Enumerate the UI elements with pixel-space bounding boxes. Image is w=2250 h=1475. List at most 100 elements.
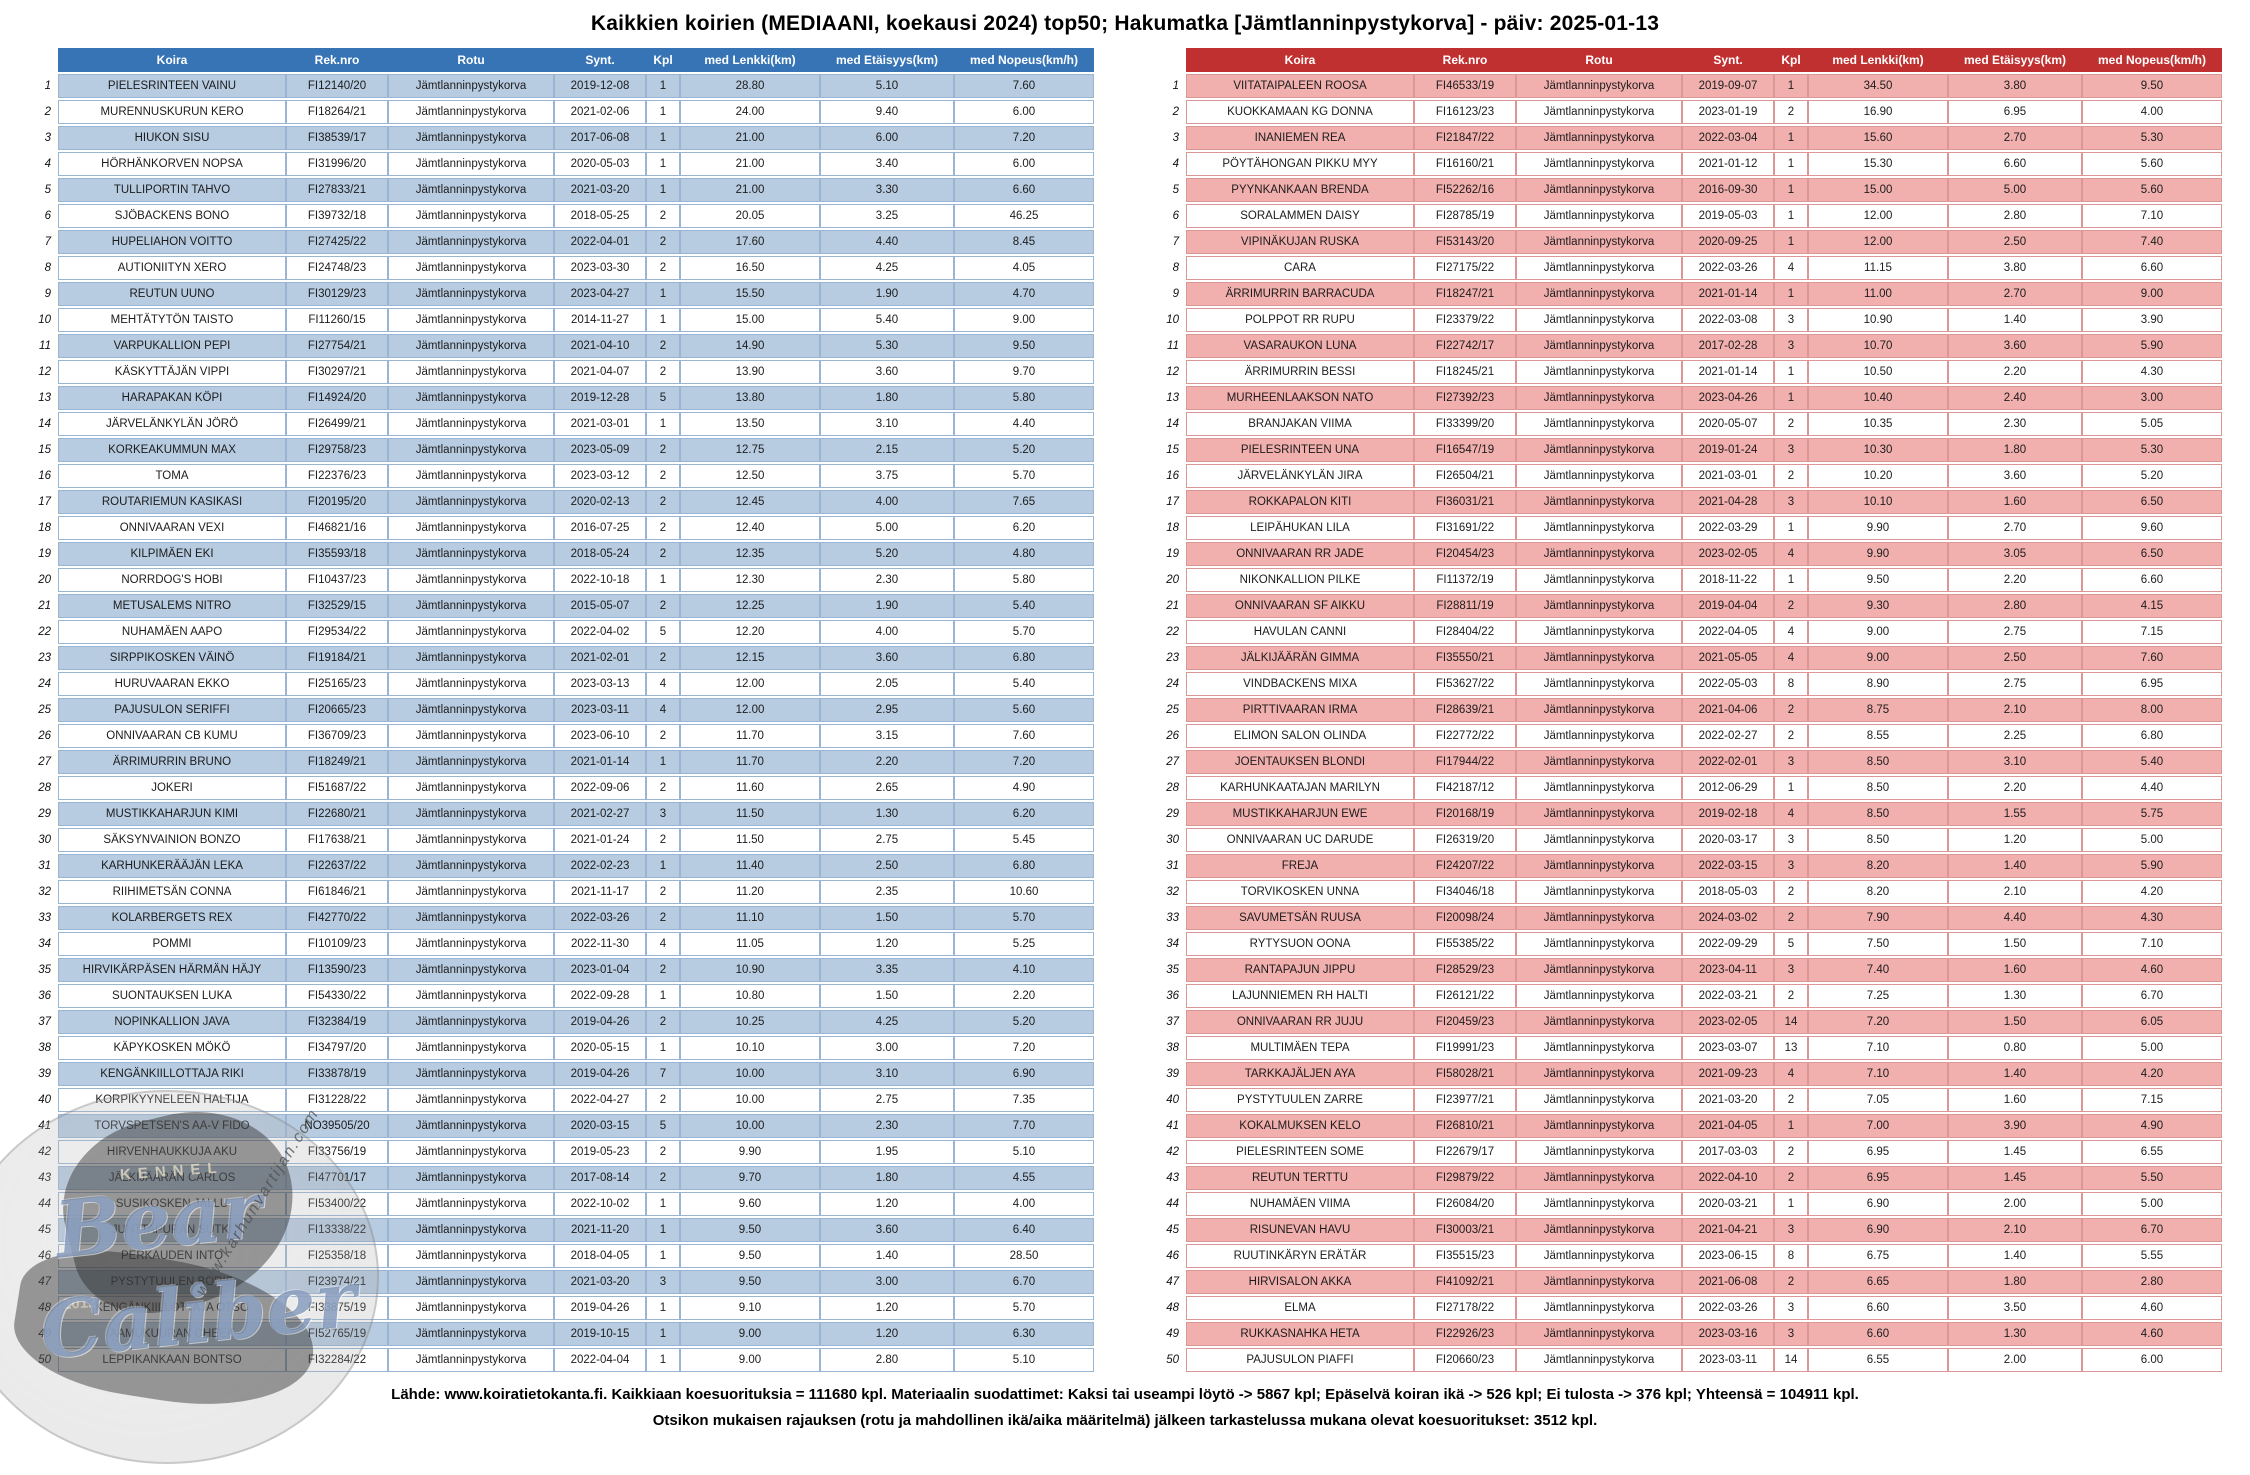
col-header-dog-name: Koira: [58, 48, 286, 72]
med-etaisyys-value: 1.20: [820, 1322, 954, 1346]
table-row: 19 KILPIMÄEN EKI FI35593/18 Jämtlanninpysty…: [28, 542, 1094, 566]
count: 2: [646, 724, 680, 748]
table-row: 10 POLPPOT RR RUPU FI23379/22 Jämtlanninpys…: [1156, 308, 2222, 332]
rank-cell: 28: [38, 782, 51, 794]
med-nopeus-value: 4.40: [954, 412, 1094, 436]
med-etaisyys-value: 3.30: [820, 178, 954, 202]
med-etaisyys-value: 1.60: [1948, 490, 2082, 514]
count: 1: [1774, 230, 1808, 254]
birth-date: 2021-01-12: [1682, 152, 1774, 176]
rank-cell: 49: [38, 1328, 51, 1340]
med-etaisyys-value: 1.30: [1948, 1322, 2082, 1346]
reg-number: FI16160/21: [1414, 152, 1516, 176]
med-etaisyys-value: 3.10: [820, 412, 954, 436]
med-lenkki-value: 21.00: [680, 126, 820, 150]
med-nopeus-value: 5.50: [2082, 1166, 2222, 1190]
reg-number: FI35515/23: [1414, 1244, 1516, 1268]
table-row: 37 NOPINKALLION JAVA FI32384/19 Jämtlanninp…: [28, 1010, 1094, 1034]
dog-name: PYSTYTUULEN BORIS: [58, 1270, 286, 1294]
med-etaisyys-value: 3.60: [1948, 334, 2082, 358]
table-row: 26 ONNIVAARAN CB KUMU FI36709/23 Jämtlannin…: [28, 724, 1094, 748]
count: 1: [1774, 1114, 1808, 1138]
dog-name: SÄKSYNVAINION BONZO: [58, 828, 286, 852]
dog-name: HUPELIAHON VOITTO: [58, 230, 286, 254]
dog-name: SUSIKOSKEN JALLU: [58, 1192, 286, 1216]
rank-cell: 36: [38, 990, 51, 1002]
med-nopeus-value: 2.80: [2082, 1270, 2222, 1294]
reg-number: FI55385/22: [1414, 932, 1516, 956]
dog-name: KARHUNKAATAJAN MARILYN: [1186, 776, 1414, 800]
med-etaisyys-value: 1.95: [820, 1140, 954, 1164]
med-etaisyys-value: 4.00: [820, 490, 954, 514]
med-lenkki-value: 12.40: [680, 516, 820, 540]
birth-date: 2019-09-07: [1682, 74, 1774, 98]
rank-cell: 50: [38, 1354, 51, 1366]
med-etaisyys-value: 3.80: [1948, 74, 2082, 98]
med-nopeus-value: 6.55: [2082, 1140, 2222, 1164]
med-nopeus-value: 5.00: [2082, 1036, 2222, 1060]
med-nopeus-value: 7.15: [2082, 620, 2222, 644]
breed: Jämtlanninpystykorva: [388, 1062, 554, 1086]
table-row: 15 KORKEAKUMMUN MAX FI29758/23 Jämtlanninpy…: [28, 438, 1094, 462]
reg-number: FI28811/19: [1414, 594, 1516, 618]
breed: Jämtlanninpystykorva: [388, 1166, 554, 1190]
dog-name: KORPIKYYNELEEN HALTIJA: [58, 1088, 286, 1112]
med-nopeus-value: 6.90: [954, 1062, 1094, 1086]
med-nopeus-value: 6.00: [954, 152, 1094, 176]
med-lenkki-value: 9.50: [680, 1218, 820, 1242]
med-etaisyys-value: 2.25: [1948, 724, 2082, 748]
reg-number: FI53400/22: [286, 1192, 388, 1216]
reg-number: FI22742/17: [1414, 334, 1516, 358]
birth-date: 2022-03-26: [1682, 1296, 1774, 1320]
reg-number: FI20168/19: [1414, 802, 1516, 826]
table-row: 2 MURENNUSKURUN KERO FI18264/21 Jämtlanninp…: [28, 100, 1094, 124]
rank-cell: 25: [38, 704, 51, 716]
breed: Jämtlanninpystykorva: [1516, 230, 1682, 254]
med-nopeus-value: 5.00: [2082, 1192, 2222, 1216]
birth-date: 2022-04-10: [1682, 1166, 1774, 1190]
rank-cell: 26: [38, 730, 51, 742]
breed: Jämtlanninpystykorva: [1516, 802, 1682, 826]
rank-cell: 42: [38, 1146, 51, 1158]
count: 2: [646, 646, 680, 670]
breed: Jämtlanninpystykorva: [1516, 724, 1682, 748]
med-etaisyys-value: 1.30: [820, 802, 954, 826]
med-lenkki-value: 8.50: [1808, 802, 1948, 826]
reg-number: FI26504/21: [1414, 464, 1516, 488]
birth-date: 2021-01-14: [554, 750, 646, 774]
dog-name: PAJUSULON PIAFFI: [1186, 1348, 1414, 1372]
med-nopeus-value: 7.60: [954, 724, 1094, 748]
med-nopeus-value: 5.70: [954, 620, 1094, 644]
birth-date: 2021-03-01: [1682, 464, 1774, 488]
med-nopeus-value: 7.60: [954, 74, 1094, 98]
med-etaisyys-value: 2.95: [820, 698, 954, 722]
dog-name: PIRTTIVAARAN IRMA: [1186, 698, 1414, 722]
med-lenkki-value: 7.10: [1808, 1062, 1948, 1086]
count: 1: [646, 412, 680, 436]
dog-name: ONNIVAARAN CB KUMU: [58, 724, 286, 748]
reg-number: FI22679/17: [1414, 1140, 1516, 1164]
table-row: 46 RUUTINKÄRYN ERÄTÄR FI35515/23 Jämtlannin…: [1156, 1244, 2222, 1268]
breed: Jämtlanninpystykorva: [388, 1348, 554, 1372]
table-row: 5 PYYNKANKAAN BRENDA FI52262/16 Jämtlanninp…: [1156, 178, 2222, 202]
count: 2: [1774, 594, 1808, 618]
breed: Jämtlanninpystykorva: [1516, 750, 1682, 774]
med-lenkki-value: 15.50: [680, 282, 820, 306]
breed: Jämtlanninpystykorva: [388, 126, 554, 150]
reg-number: FI20195/20: [286, 490, 388, 514]
med-lenkki-value: 12.35: [680, 542, 820, 566]
med-etaisyys-value: 3.75: [820, 464, 954, 488]
count: 3: [646, 1270, 680, 1294]
med-nopeus-value: 8.45: [954, 230, 1094, 254]
reg-number: FI14924/20: [286, 386, 388, 410]
breed: Jämtlanninpystykorva: [1516, 438, 1682, 462]
count: 2: [646, 828, 680, 852]
med-etaisyys-value: 3.05: [1948, 542, 2082, 566]
reg-number: FI35550/21: [1414, 646, 1516, 670]
rank-cell: 16: [38, 470, 51, 482]
reg-number: FI28785/19: [1414, 204, 1516, 228]
med-lenkki-value: 12.00: [1808, 204, 1948, 228]
count: 4: [646, 672, 680, 696]
breed: Jämtlanninpystykorva: [1516, 776, 1682, 800]
rank-cell: 7: [44, 236, 51, 248]
